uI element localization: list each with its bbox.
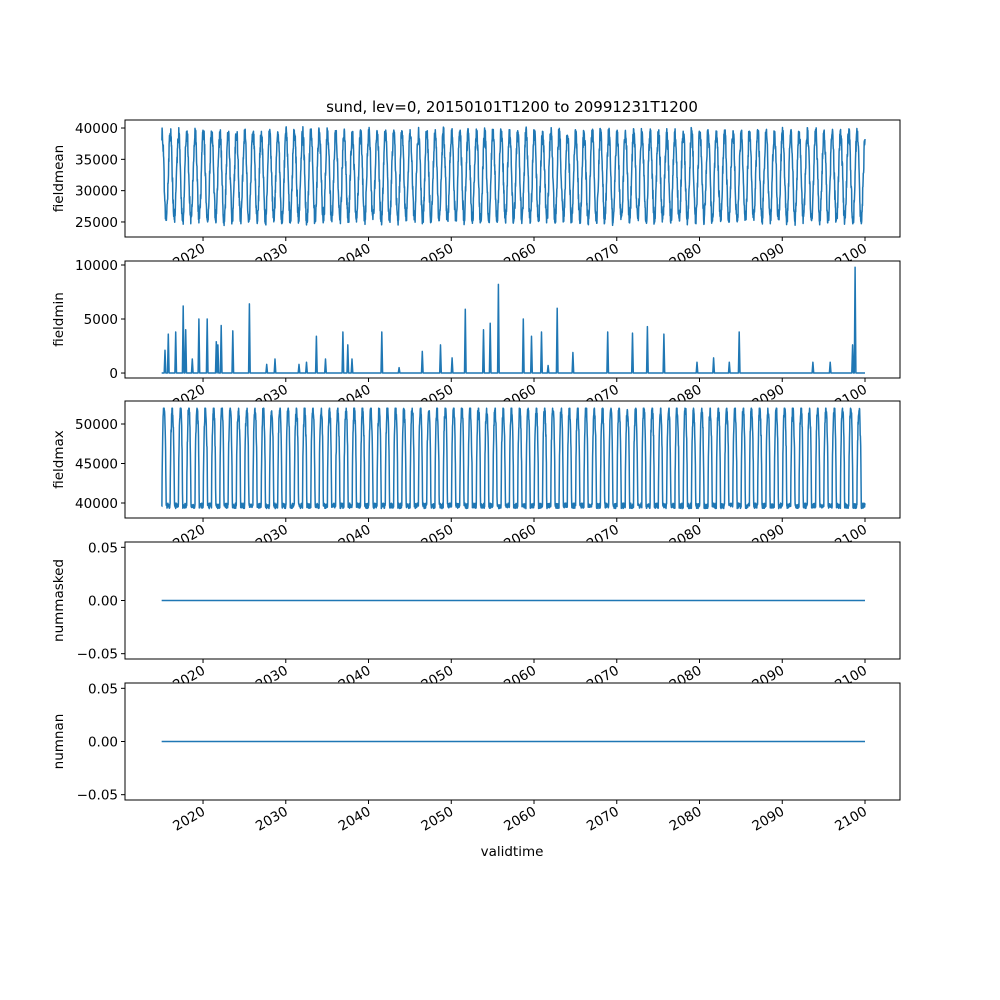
- y-tick-label: 40000: [75, 121, 118, 137]
- fieldmean-series-line: [161, 126, 866, 227]
- y-axis-label: fieldmin: [51, 292, 67, 347]
- y-tick-label: 0.00: [88, 735, 118, 751]
- y-tick-label: 25000: [75, 215, 118, 231]
- fieldmin-series-line: [161, 266, 865, 374]
- x-axis-label: validtime: [481, 844, 544, 860]
- y-tick-label: 50000: [75, 417, 118, 433]
- y-tick-label: 0.00: [88, 594, 118, 610]
- y-tick-label: 5000: [84, 312, 118, 328]
- y-tick-label: 0: [109, 366, 118, 382]
- y-tick-label: 30000: [75, 184, 118, 200]
- axes-frame: [124, 400, 901, 519]
- y-tick-label: 0.05: [88, 540, 118, 556]
- y-tick-label: 40000: [75, 496, 118, 512]
- y-axis-label: nummasked: [51, 559, 67, 642]
- fieldmax-series-line: [161, 407, 866, 510]
- y-tick-label: 45000: [75, 456, 118, 472]
- chart-title: sund, lev=0, 20150101T1200 to 20991231T1…: [326, 98, 698, 116]
- y-tick-label: 0.05: [88, 681, 118, 697]
- plot-area: [125, 261, 900, 378]
- axes-frame: [124, 119, 901, 238]
- y-axis-label: fieldmax: [51, 430, 67, 489]
- y-axis-label: numnan: [51, 714, 67, 770]
- y-tick-label: 10000: [75, 258, 118, 274]
- y-tick-label: 35000: [75, 152, 118, 168]
- y-axis-label: fieldmean: [51, 145, 67, 212]
- y-tick-label: −0.05: [77, 788, 118, 804]
- y-tick-label: −0.05: [77, 647, 118, 663]
